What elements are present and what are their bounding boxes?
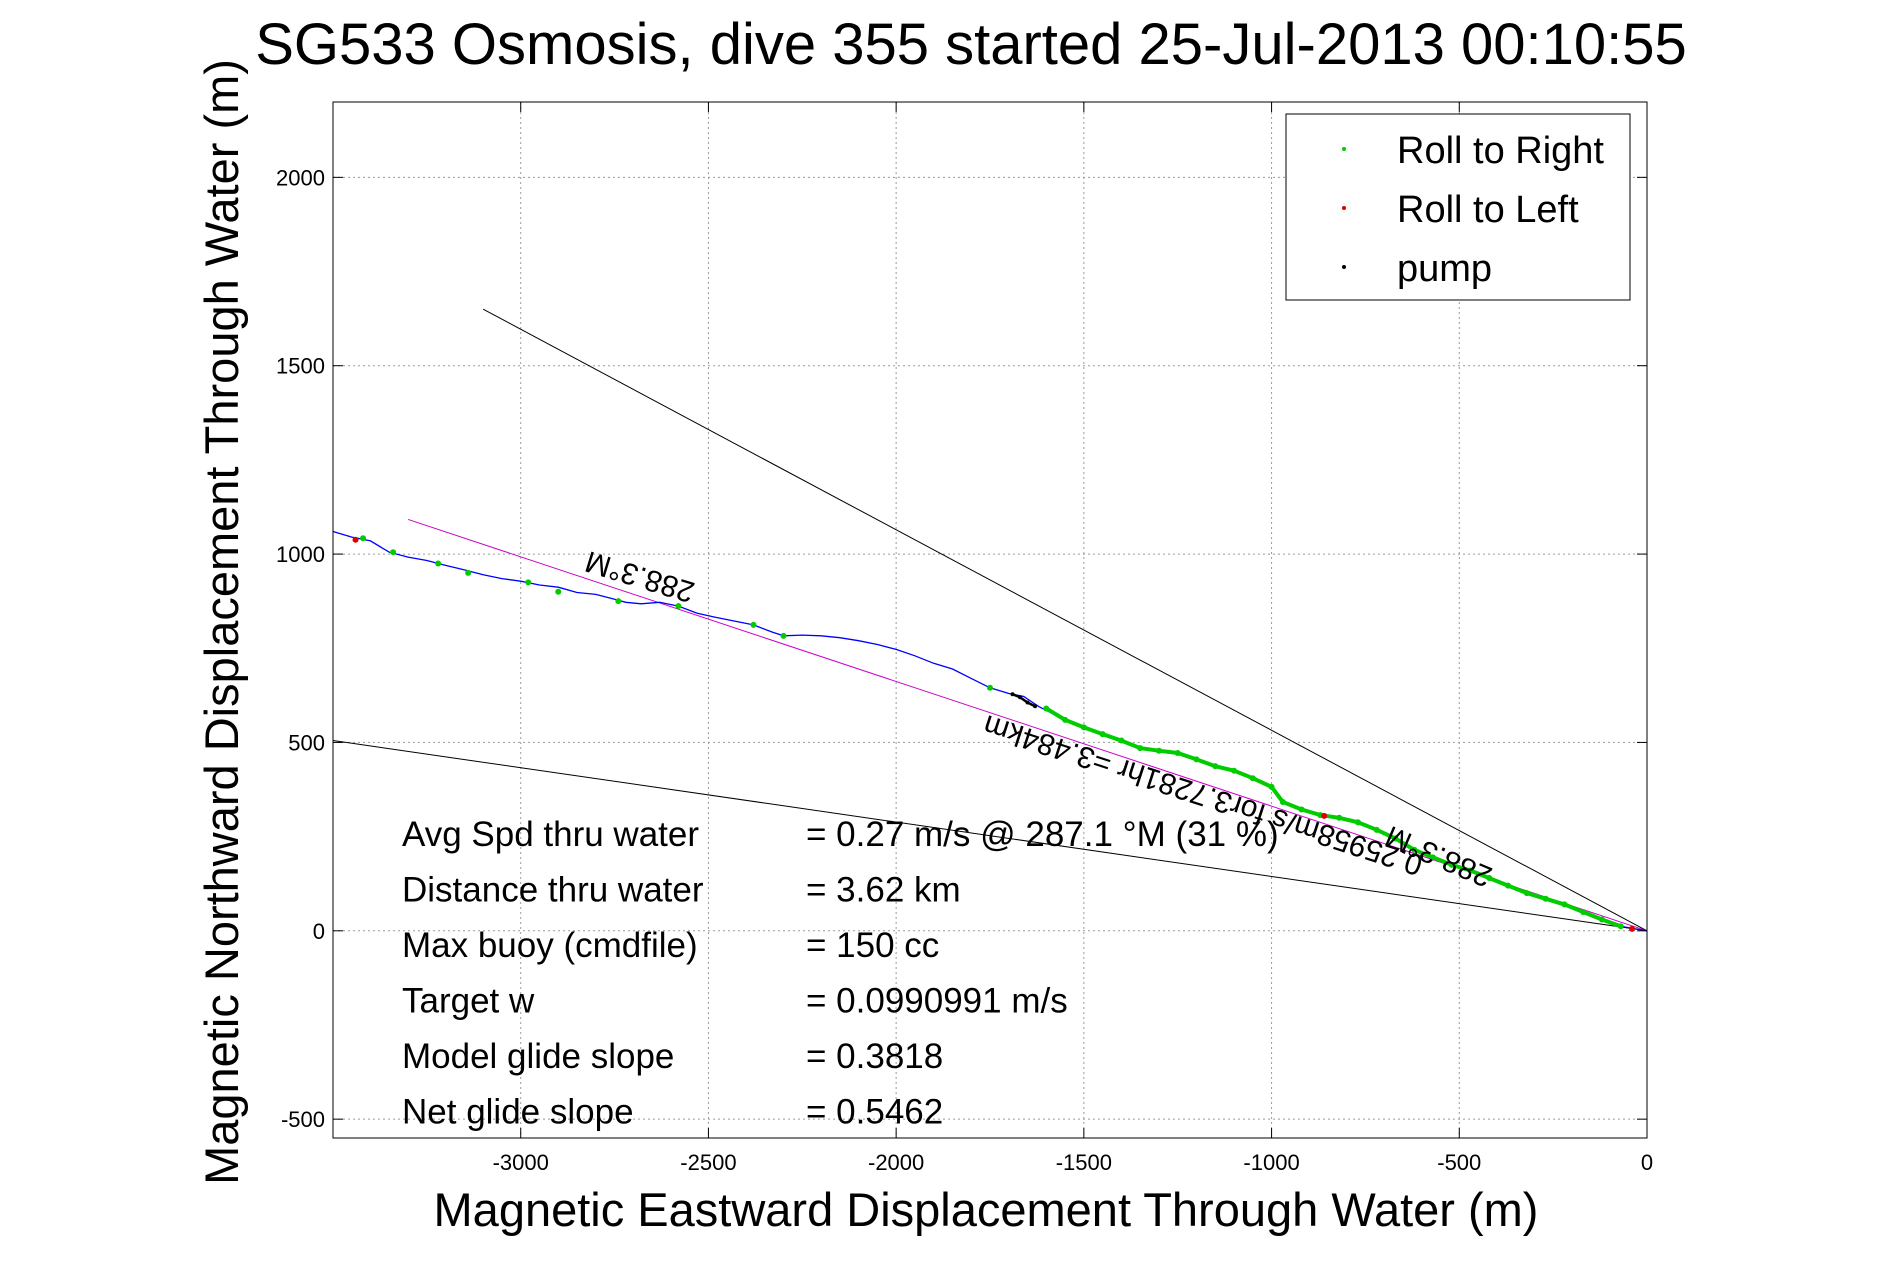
roll-right-point [987,684,993,691]
stat-label: Model glide slope [402,1037,674,1076]
stats-box: Avg Spd thru water = 0.27 m/s @ 287.1 °M … [402,815,1279,1132]
roll-right-point [1598,916,1605,923]
y-tick-label: 0 [313,919,325,944]
legend-marker [1342,265,1346,269]
roll-right-point [1411,846,1418,853]
roll-right-point [1354,819,1361,826]
y-tick-label: 1500 [276,354,325,379]
stat-value: = 0.3818 [806,1037,943,1076]
roll-right-point [1523,890,1530,897]
roll-right-point [675,603,682,610]
plot-frame [332,101,1648,1139]
roll-left-point [352,536,359,543]
stat-value: = 150 cc [806,926,939,965]
roll-right-point [1448,861,1455,868]
roll-right-point [1373,826,1380,833]
roll-right-point [1505,882,1512,889]
x-tick-label: -1000 [1243,1150,1299,1175]
roll-left-point [1321,812,1328,819]
x-tick-label: -3000 [493,1150,549,1175]
y-tick-label: 1000 [276,542,325,567]
legend-label: Roll to Left [1397,189,1579,231]
stat-value: = 0.0990991 m/s [806,982,1068,1021]
roll-right-point [1336,814,1343,821]
pump-point [1033,704,1038,709]
roll-right-point [1193,756,1200,763]
roll-right-point [465,569,472,576]
roll-right-point [1561,901,1568,908]
y-tick-label: 500 [288,730,325,755]
roll-right-point [555,588,562,595]
roll-right-point [780,632,787,639]
roll-right-point [1467,867,1474,874]
legend-label: pump [1397,248,1492,290]
roll-right-point [1212,763,1219,770]
pump-point [1025,700,1030,705]
roll-right-point [1062,716,1069,723]
chart-title: SG533 Osmosis, dive 355 started 25-Jul-2… [255,12,1687,77]
reference-line [482,308,1648,932]
legend-label: Roll to Right [1397,130,1604,172]
pump-point [1018,695,1023,700]
x-tick-label: -2500 [680,1150,736,1175]
roll-right-point [750,621,757,628]
stat-label: Net glide slope [402,1093,634,1132]
roll-right-point [1118,737,1125,744]
roll-left-point [1628,925,1635,932]
legend-marker [1342,206,1346,210]
x-tick-label: 0 [1641,1150,1653,1175]
y-tick-label: 2000 [276,165,325,190]
roll-right-point [1298,806,1305,813]
pump-trace [1012,693,1036,708]
y-tick-label: -500 [281,1107,325,1132]
axis-ticks: -3000 -2500 -2000 -1500 -1000 -500 0 -500 0 500 10… [276,102,1653,1175]
roll-right-point [1542,895,1549,902]
roll-right-point [1268,783,1275,790]
roll-right-point [1043,705,1050,712]
stat-value: = 0.27 m/s @ 287.1 °M (31 %) [806,815,1279,854]
roll-right-point [435,560,442,567]
roll-right-point [360,535,367,542]
stat-label: Distance thru water [402,871,704,910]
legend-marker [1342,147,1346,151]
roll-right-point [1137,745,1144,752]
x-tick-label: -2000 [868,1150,924,1175]
roll-right-point [1080,724,1087,731]
stat-label: Target w [402,982,535,1021]
roll-right-trace [1045,706,1622,929]
roll-right-point [1580,908,1587,915]
stat-value: = 0.5462 [806,1093,943,1132]
pump-point [1010,692,1015,697]
y-axis-label: Magnetic Northward Displacement Through … [195,59,248,1185]
roll-right-point [1392,835,1399,842]
roll-right-point [1099,731,1106,738]
roll-right-point [1617,923,1624,930]
x-axis-label: Magnetic Eastward Displacement Through W… [434,1183,1539,1236]
x-tick-label: -500 [1437,1150,1481,1175]
roll-right-point [1486,875,1493,882]
legend: Roll to Right Roll to Left pump [1285,113,1631,301]
roll-right-point [390,549,397,556]
grid [333,102,1648,1138]
roll-right-point [615,598,622,605]
reference-line [332,740,1648,932]
x-tick-label: -1500 [1056,1150,1112,1175]
stat-value: = 3.62 km [806,871,961,910]
roll-right-point [1174,749,1181,756]
roll-right-point [1155,747,1162,754]
roll-right-point [1231,767,1238,774]
stat-label: Avg Spd thru water [402,815,699,854]
stat-label: Max buoy (cmdfile) [402,926,698,965]
roll-right-point [525,579,532,586]
roll-right-point [1430,854,1437,861]
markers [352,535,1635,932]
roll-right-point [1279,798,1286,805]
roll-right-point [1249,775,1256,782]
